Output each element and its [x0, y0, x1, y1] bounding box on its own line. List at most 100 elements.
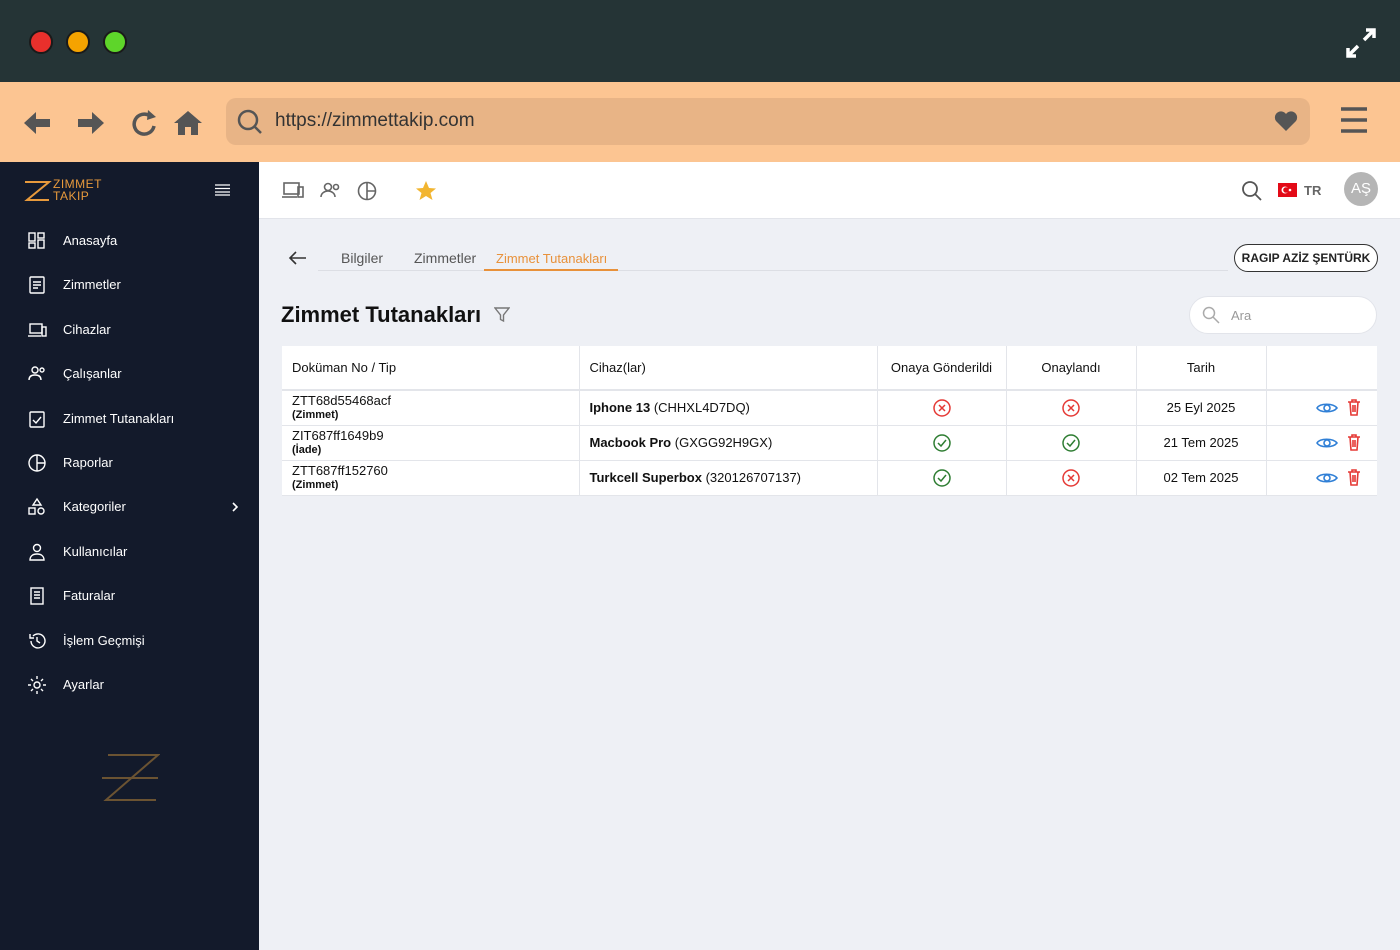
page-title: Zimmet Tutanakları — [281, 302, 482, 327]
date-cell: 02 Tem 2025 — [1136, 460, 1267, 496]
watermark-logo — [102, 754, 160, 801]
sidebar: ZIMMET TAKIP Anasayfa Zimmetler Cihazlar Ça… — [0, 162, 259, 950]
url-text: https://zimmettakip.com — [275, 110, 475, 131]
menu-icon — [29, 543, 45, 561]
status-cell — [1006, 460, 1137, 496]
device-cell: Iphone 13 (CHHXL4D7DQ) — [579, 390, 878, 426]
menu-item[interactable]: Ayarlar — [0, 663, 259, 707]
doc-number: ZTT687ff152760 — [292, 462, 388, 478]
filter-icon[interactable] — [494, 307, 510, 323]
menu-item[interactable]: Cihazlar — [0, 308, 259, 352]
menu-icon — [28, 366, 45, 381]
doc-type: (İade) — [292, 443, 322, 456]
menu-item[interactable]: Raporlar — [0, 441, 259, 485]
date-cell: 21 Tem 2025 — [1136, 425, 1267, 461]
view-icon — [1316, 437, 1339, 448]
menu-item[interactable]: İşlem Geçmişi — [0, 619, 259, 663]
status-icon — [1062, 468, 1080, 487]
column-header — [1266, 346, 1377, 391]
tab[interactable]: Zimmetler — [414, 250, 477, 266]
records-table: Doküman No / Tip Cihaz(lar) Onaya Gönderil… — [282, 346, 1377, 496]
menu-icon — [29, 276, 45, 295]
search-icon — [1202, 306, 1220, 324]
menu-label: Cihazlar — [63, 321, 111, 337]
menu-item[interactable]: Zimmet Tutanakları — [0, 397, 259, 441]
device-serial: (GXGG92H9GX) — [674, 435, 773, 450]
doc-number: ZTT68d55468acf — [292, 392, 392, 408]
view-icon — [1316, 403, 1339, 413]
status-icon — [932, 468, 951, 487]
status-cell — [1006, 390, 1137, 426]
favorite-icon[interactable] — [1274, 110, 1298, 132]
person-button[interactable]: RAGIP AZİZ ŞENTÜRK — [1234, 244, 1378, 272]
chevron-icon — [232, 502, 239, 512]
menu-icon[interactable] — [1340, 106, 1368, 134]
menu-label: Faturalar — [63, 588, 116, 604]
menu-item[interactable]: Çalışanlar — [0, 352, 259, 396]
minimize-button[interactable] — [66, 30, 90, 54]
status-cell — [877, 390, 1007, 426]
topbar: TR AŞ — [259, 162, 1400, 219]
menu-label: Kullanıcılar — [63, 543, 128, 559]
status-cell — [877, 460, 1007, 496]
menu-icon — [28, 323, 47, 337]
menu-item[interactable]: Anasayfa — [0, 219, 259, 263]
tab[interactable]: Zimmet Tutanakları — [496, 251, 608, 266]
maximize-button[interactable] — [103, 30, 127, 54]
menu-icon — [29, 632, 46, 649]
doc-cell: ZTT68d55468acf (Zimmet) — [282, 390, 580, 426]
menu-label: Çalışanlar — [63, 366, 122, 382]
column-header: Tarih — [1136, 346, 1267, 391]
menu-icon — [29, 410, 45, 428]
menu-item[interactable]: Kategoriler — [0, 485, 259, 529]
doc-cell: ZIT687ff1649b9 (İade) — [282, 425, 580, 461]
device-name: Macbook Pro — [589, 435, 672, 450]
search-icon[interactable] — [1241, 180, 1263, 202]
browser-titlebar — [0, 0, 1400, 82]
logo-mark — [24, 181, 52, 201]
table-row: ZIT687ff1649b9 (İade) Macbook Pro (GXGG92H… — [282, 425, 1377, 461]
view-icon — [1316, 472, 1339, 483]
tab[interactable]: Bilgiler — [341, 250, 384, 266]
fullscreen-icon[interactable] — [1344, 26, 1378, 60]
device-serial: (320126707137) — [705, 470, 802, 485]
url-bar[interactable]: https://zimmettakip.com — [226, 98, 1310, 145]
doc-type: (Zimmet) — [292, 478, 339, 491]
user-avatar[interactable]: AŞ — [1344, 172, 1378, 206]
menu-label: Zimmet Tutanakları — [63, 410, 175, 426]
back-arrow[interactable] — [288, 250, 308, 266]
status-cell — [877, 425, 1007, 461]
menu-label: Anasayfa — [63, 233, 118, 248]
menu-label: Ayarlar — [63, 677, 104, 692]
column-header: Onaylandı — [1006, 346, 1137, 391]
logo-text: ZIMMET — [53, 177, 102, 191]
logo-text: TAKIP — [53, 189, 90, 203]
menu-label: İşlem Geçmişi — [63, 632, 145, 648]
delete-icon — [1348, 399, 1360, 417]
nav-buttons[interactable] — [22, 108, 212, 138]
tab-divider — [318, 270, 1228, 271]
close-button[interactable] — [29, 30, 53, 54]
menu-item[interactable]: Faturalar — [0, 574, 259, 618]
menu-label: Kategoriler — [63, 499, 126, 515]
status-icon — [1062, 433, 1080, 452]
language-label[interactable]: TR — [1304, 183, 1322, 198]
column-header: Cihaz(lar) — [579, 346, 878, 391]
quick-icons[interactable] — [281, 180, 441, 202]
device-name: Turkcell Superbox — [589, 470, 702, 485]
device-serial: (CHHXL4D7DQ) — [653, 400, 750, 416]
device-name: Iphone 13 — [589, 400, 651, 416]
menu-item[interactable]: Zimmetler — [0, 263, 259, 307]
menu-label: Raporlar — [63, 455, 113, 470]
menu-icon — [28, 676, 46, 694]
search-field[interactable]: Ara — [1189, 296, 1377, 334]
date-cell: 25 Eyl 2025 — [1136, 390, 1267, 426]
menu-label: Zimmetler — [63, 277, 121, 293]
action-cell — [1266, 390, 1377, 426]
menu-item[interactable]: Kullanıcılar — [0, 530, 259, 574]
menu-icon — [28, 454, 46, 472]
delete-icon — [1348, 469, 1360, 486]
flag-icon[interactable] — [1278, 183, 1297, 197]
collapse-icon[interactable] — [215, 184, 230, 196]
